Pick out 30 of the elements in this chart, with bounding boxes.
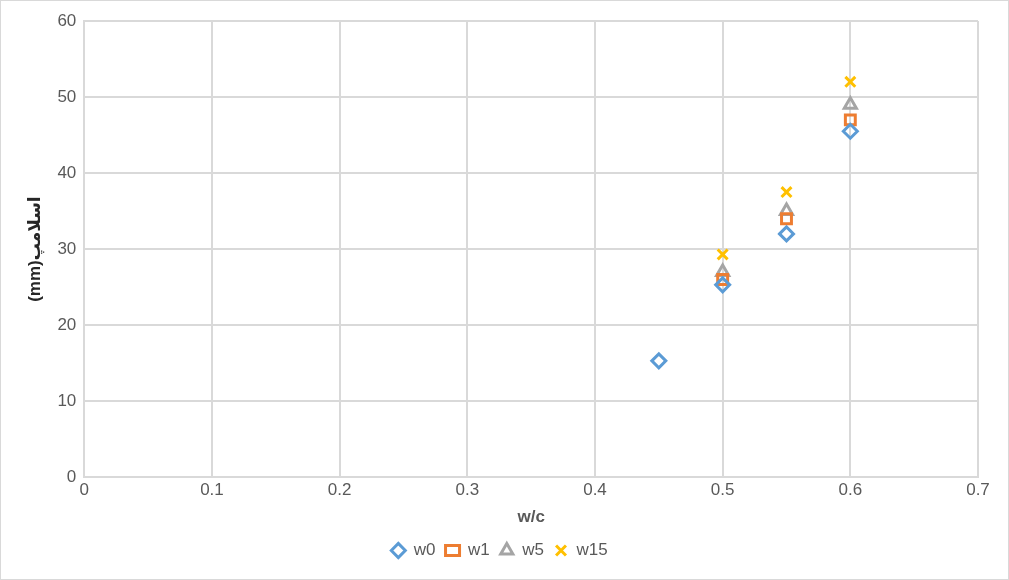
x-tick-label: 0.5 — [710, 480, 735, 500]
x-tick-label: 0.2 — [327, 480, 352, 500]
y-tick-label: 40 — [57, 162, 77, 182]
point — [841, 122, 859, 140]
point — [780, 185, 793, 199]
point — [780, 212, 793, 226]
y-tick-label: 60 — [57, 10, 77, 30]
x-tick-label: 0.3 — [455, 480, 480, 500]
point — [714, 276, 732, 294]
y-tick-label: 50 — [57, 86, 77, 106]
x-tick-label: 0.7 — [966, 480, 990, 500]
x-tick-label: 0 — [79, 480, 90, 500]
legend-label: w15 — [575, 540, 608, 560]
y-tick-label: 30 — [57, 238, 77, 258]
point — [650, 352, 668, 370]
legend-label: w1 — [467, 540, 490, 560]
point — [842, 96, 858, 110]
y-tick-label: 10 — [57, 390, 77, 410]
point — [778, 225, 795, 243]
y-tick-label: 20 — [57, 314, 77, 334]
x-axis-title: w/c — [516, 507, 545, 527]
point — [843, 75, 857, 89]
x-tick-label: 0.4 — [583, 480, 607, 500]
point — [716, 247, 730, 261]
x-tick-label: 0.6 — [838, 480, 863, 500]
y-tick-label: 0 — [66, 466, 77, 486]
x-tick-label: 0.1 — [200, 480, 224, 500]
legend-label: w0 — [412, 540, 436, 560]
y-axis-title: (mm)اسلامپ — [24, 196, 45, 302]
legend-label: w5 — [521, 540, 545, 560]
